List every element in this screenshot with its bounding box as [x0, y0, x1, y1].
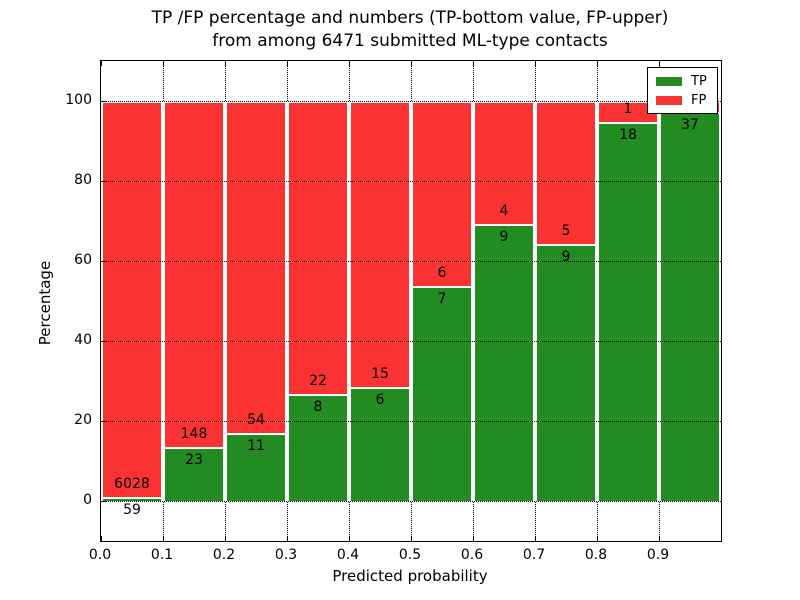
bar-fp-count-label: 148	[180, 426, 208, 443]
x-tick-label: 0.0	[88, 547, 112, 563]
y-tick-mark	[101, 501, 106, 502]
chart-title-line2: from among 6471 submitted ML-type contac…	[212, 31, 608, 51]
y-tick-mark	[101, 421, 106, 422]
bar-tp-count-label: 18	[619, 127, 637, 144]
y-tick-mark	[101, 101, 106, 102]
bar-tp-count-label: 59	[123, 502, 141, 519]
x-tick-mark-top	[659, 61, 660, 66]
bar-tp-count-label: 9	[561, 248, 571, 265]
horizontal-gridline	[101, 341, 721, 342]
bar-tp-count-label: 37	[681, 116, 699, 133]
bar-tp-segment	[597, 122, 659, 501]
horizontal-gridline	[101, 421, 721, 422]
x-tick-mark-top	[287, 61, 288, 66]
x-tick-mark-top	[535, 61, 536, 66]
horizontal-gridline	[101, 261, 721, 262]
x-tick-label: 0.4	[336, 547, 360, 563]
x-axis-label: Predicted probability	[332, 567, 488, 585]
y-tick-label: 80	[74, 172, 92, 188]
chart-title: TP /FP percentage and numbers (TP-bottom…	[90, 7, 730, 53]
horizontal-gridline	[101, 181, 721, 182]
bar-tp-segment	[535, 243, 597, 501]
horizontal-gridline	[101, 501, 721, 502]
x-tick-label: 0.1	[150, 547, 174, 563]
bar-fp-segment	[101, 101, 163, 498]
bar-fp-count-label: 22	[309, 373, 327, 390]
bar-fp-count-label: 5	[561, 222, 571, 239]
chart-title-line1: TP /FP percentage and numbers (TP-bottom…	[151, 8, 669, 28]
x-tick-mark	[411, 536, 412, 541]
bar-fp-segment	[535, 101, 597, 244]
x-tick-label: 0.5	[398, 547, 422, 563]
bar-fp-segment	[473, 101, 535, 225]
bar-tp-segment	[659, 111, 721, 501]
horizontal-gridline	[101, 101, 721, 102]
legend-item-fp: FP	[656, 93, 717, 107]
bar-tp-count-label: 23	[185, 452, 203, 469]
plot-area: 602859148235411228156674959118137	[100, 60, 722, 542]
legend-label-tp: TP	[691, 73, 707, 89]
y-tick-mark	[101, 181, 106, 182]
legend-label-fp: FP	[691, 92, 707, 108]
bar-fp-count-label: 15	[371, 365, 389, 382]
bar-tp-segment	[225, 433, 287, 501]
x-tick-label: 0.8	[584, 547, 608, 563]
bar-fp-segment	[287, 101, 349, 395]
y-axis-label: Percentage	[36, 260, 54, 346]
y-tick-mark	[101, 261, 106, 262]
x-tick-mark	[597, 536, 598, 541]
x-tick-mark	[101, 536, 102, 541]
bar-fp-count-label: 1	[623, 101, 633, 118]
x-tick-mark	[535, 536, 536, 541]
x-tick-mark-top	[473, 61, 474, 66]
bar-fp-count-label: 6	[437, 264, 447, 281]
bar-fp-count-label: 6028	[114, 476, 150, 493]
x-tick-mark-top	[163, 61, 164, 66]
legend-tp-swatch-icon	[656, 76, 682, 86]
bar-fp-segment	[349, 101, 411, 387]
x-tick-label: 0.7	[522, 547, 546, 563]
bar-tp-segment	[411, 285, 473, 501]
x-tick-mark	[287, 536, 288, 541]
x-tick-mark-top	[597, 61, 598, 66]
y-tick-label: 40	[74, 332, 92, 348]
x-tick-mark	[473, 536, 474, 541]
bar-tp-segment	[101, 497, 163, 501]
x-tick-mark	[349, 536, 350, 541]
bar-fp-count-label: 54	[247, 412, 265, 429]
y-tick-mark	[101, 341, 106, 342]
x-tick-mark-top	[225, 61, 226, 66]
x-tick-label: 0.2	[212, 547, 236, 563]
x-tick-mark-top	[411, 61, 412, 66]
x-tick-mark	[225, 536, 226, 541]
y-tick-label: 20	[74, 412, 92, 428]
bar-fp-segment	[411, 101, 473, 286]
x-tick-label: 0.9	[646, 547, 670, 563]
bar-tp-count-label: 11	[247, 438, 265, 455]
bar-tp-segment	[349, 386, 411, 501]
legend-fp-swatch-icon	[656, 95, 682, 105]
bar-tp-segment	[163, 447, 225, 501]
legend: TP FP	[647, 67, 718, 114]
bar-tp-count-label: 6	[375, 391, 385, 408]
bar-tp-count-label: 9	[499, 229, 509, 246]
x-tick-mark	[163, 536, 164, 541]
bar-fp-count-label: 4	[499, 203, 509, 220]
bar-fp-segment	[225, 101, 287, 434]
x-tick-label: 0.6	[460, 547, 484, 563]
x-tick-label: 0.3	[274, 547, 298, 563]
x-tick-mark-top	[101, 61, 102, 66]
x-tick-mark-top	[349, 61, 350, 66]
bar-tp-count-label: 8	[313, 399, 323, 416]
y-tick-label: 100	[65, 92, 92, 108]
bar-fp-segment	[163, 101, 225, 448]
y-tick-label: 60	[74, 252, 92, 268]
bar-tp-segment	[287, 394, 349, 501]
legend-item-tp: TP	[656, 74, 717, 88]
bar-tp-count-label: 7	[437, 290, 447, 307]
bar-tp-segment	[473, 224, 535, 501]
y-tick-label: 0	[83, 492, 92, 508]
x-tick-mark	[659, 536, 660, 541]
